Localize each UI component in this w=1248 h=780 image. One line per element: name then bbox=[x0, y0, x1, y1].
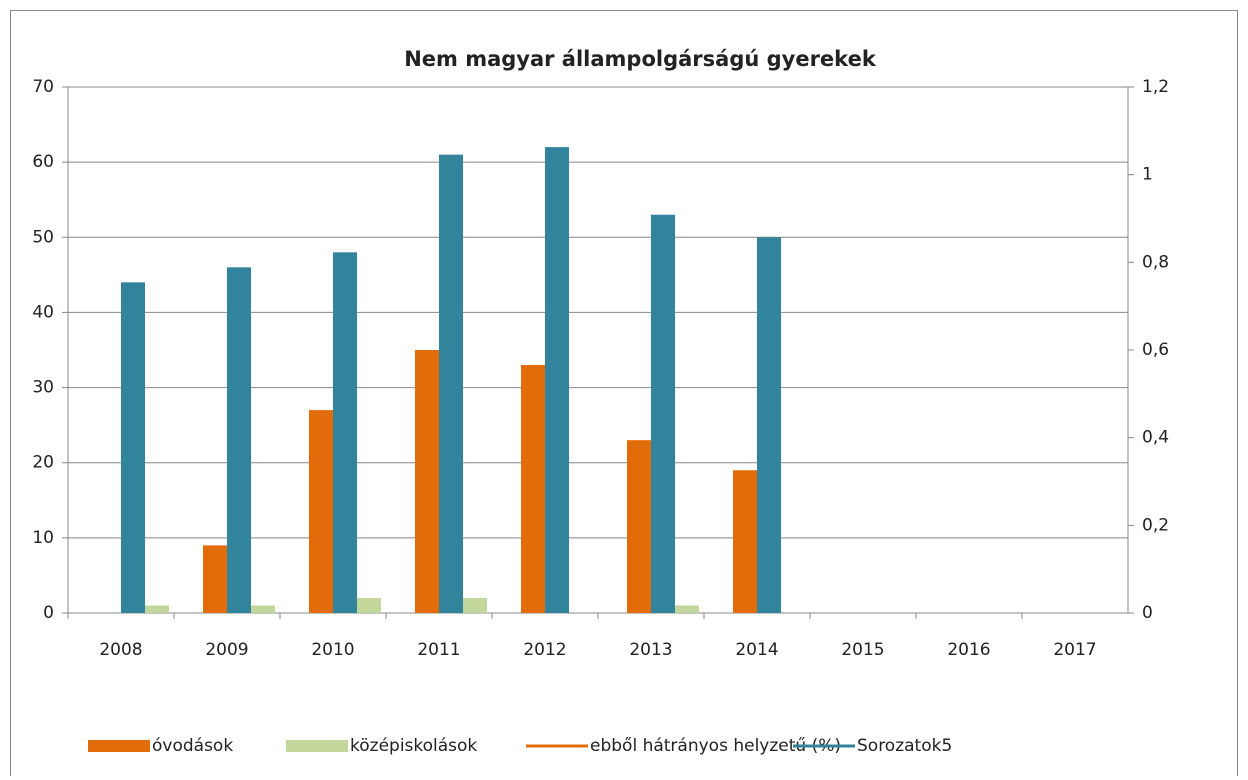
y-tick-label: 60 bbox=[32, 152, 54, 172]
bar bbox=[309, 410, 333, 613]
y2-tick-label: 0,4 bbox=[1142, 428, 1169, 448]
bar bbox=[757, 237, 781, 614]
chart-title: Nem magyar állampolgárságú gyerekek bbox=[404, 47, 877, 71]
y-tick-label: 30 bbox=[32, 378, 54, 398]
legend-label: ebből hátrányos helyzetű (%) bbox=[590, 736, 841, 756]
bar bbox=[357, 597, 381, 613]
y-tick-label: 20 bbox=[32, 453, 54, 473]
bar bbox=[333, 252, 357, 614]
bar bbox=[439, 154, 463, 613]
x-tick-label: 2010 bbox=[311, 640, 354, 660]
bar bbox=[227, 267, 251, 613]
legend-label: óvodások bbox=[152, 736, 233, 756]
bar bbox=[463, 597, 487, 613]
bar bbox=[251, 605, 275, 613]
y2-tick-label: 0,6 bbox=[1142, 340, 1169, 360]
y-tick-label: 40 bbox=[32, 302, 54, 322]
bar bbox=[521, 365, 545, 613]
y-tick-label: 50 bbox=[32, 227, 54, 247]
bar bbox=[145, 605, 169, 613]
x-tick-label: 2014 bbox=[735, 640, 778, 660]
x-tick-label: 2016 bbox=[947, 640, 990, 660]
x-tick-label: 2012 bbox=[523, 640, 566, 660]
bar bbox=[675, 605, 699, 613]
x-tick-label: 2013 bbox=[629, 640, 672, 660]
x-tick-label: 2011 bbox=[417, 640, 460, 660]
x-tick-label: 2008 bbox=[99, 640, 142, 660]
bar bbox=[733, 470, 757, 613]
legend-label: középiskolások bbox=[350, 736, 477, 756]
legend-marker bbox=[286, 740, 348, 752]
bar bbox=[627, 440, 651, 613]
bar bbox=[121, 282, 145, 613]
chart-border bbox=[10, 10, 1238, 780]
x-tick-label: 2017 bbox=[1053, 640, 1096, 660]
legend-marker bbox=[88, 740, 150, 752]
bar bbox=[545, 147, 569, 613]
y2-tick-label: 0,2 bbox=[1142, 515, 1169, 535]
y2-tick-label: 0 bbox=[1142, 603, 1153, 623]
y2-tick-label: 1 bbox=[1142, 165, 1153, 185]
x-tick-label: 2009 bbox=[205, 640, 248, 660]
legend-label: Sorozatok5 bbox=[857, 736, 952, 756]
bar bbox=[203, 545, 227, 613]
y-tick-label: 0 bbox=[43, 603, 54, 623]
y-tick-label: 70 bbox=[32, 77, 54, 97]
bar bbox=[415, 350, 439, 613]
bar bbox=[651, 214, 675, 613]
y2-tick-label: 0,8 bbox=[1142, 252, 1169, 272]
y-tick-label: 10 bbox=[32, 528, 54, 548]
y2-tick-label: 1,2 bbox=[1142, 77, 1169, 97]
x-tick-label: 2015 bbox=[841, 640, 884, 660]
